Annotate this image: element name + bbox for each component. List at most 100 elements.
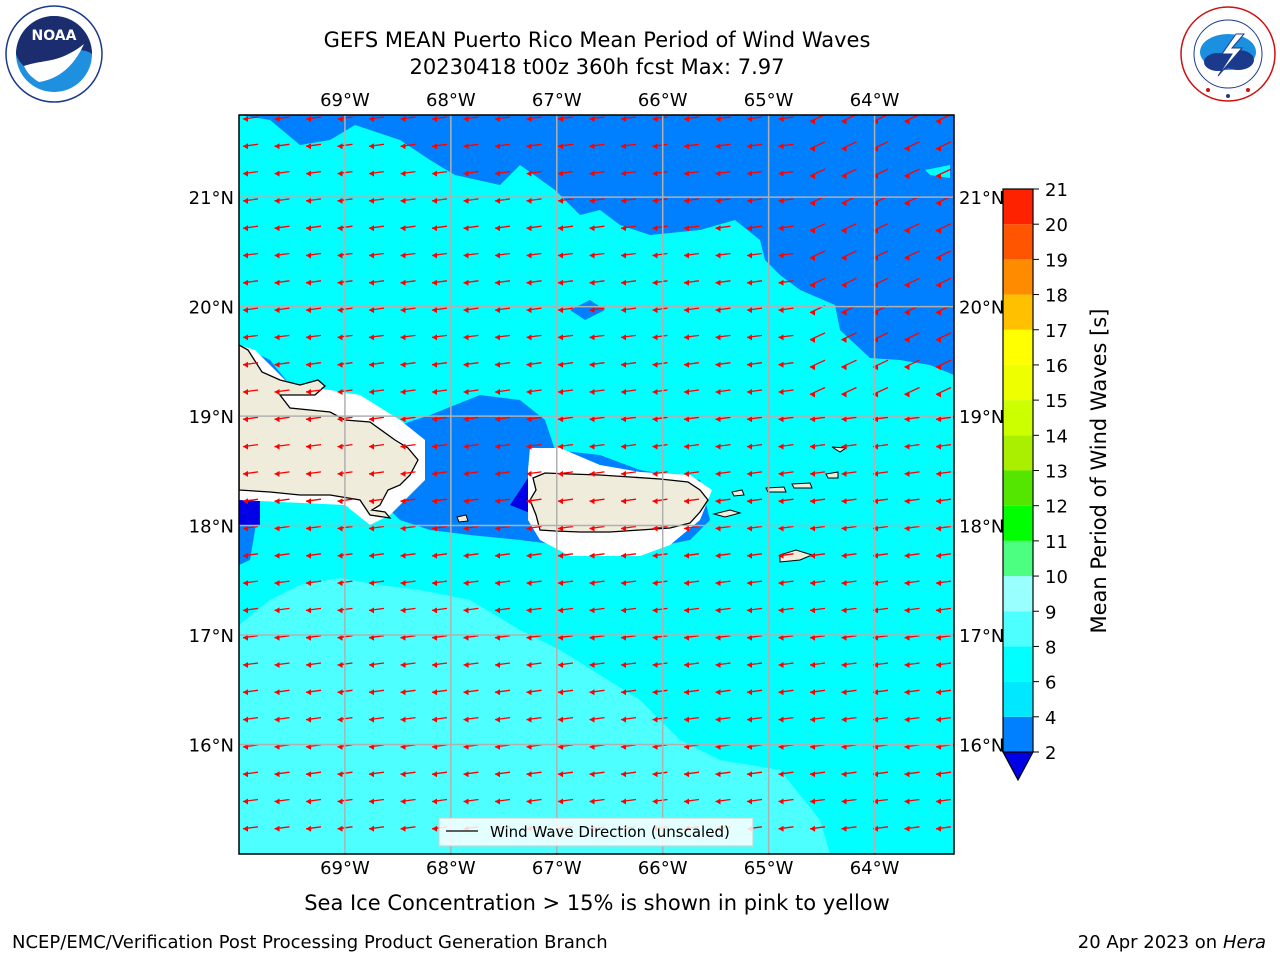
wave-arrow [589,716,605,723]
colorbar-segment [1003,189,1033,225]
footer-credit: NCEP/EMC/Verification Post Processing Pr… [12,932,608,953]
wave-arrow [746,116,763,122]
period-band-6-8 [239,578,830,854]
wave-arrow [746,143,763,150]
wave-arrow [368,197,385,204]
wave-arrow [494,252,511,259]
wave-arrow [463,225,479,232]
wave-arrow [715,443,731,450]
wave-arrow [841,525,857,532]
wave-arrow [652,170,668,177]
footer-date-text: 20 Apr 2023 on [1077,932,1223,953]
wave-arrow [431,307,448,314]
wave-arrow [494,689,511,696]
wave-arrow [746,416,763,423]
wave-arrow [431,525,448,532]
wave-arrow [715,252,731,259]
wave-arrow [557,798,574,805]
lon-label-bottom: 64°W [850,858,900,879]
wave-arrow [620,443,637,450]
wave-arrow [526,443,542,450]
wave-arrow [305,170,322,177]
colorbar-segment [1003,329,1033,365]
wave-arrow [935,223,952,234]
wave-arrow [683,552,700,559]
wave-arrow [494,307,511,314]
wave-arrow [809,662,826,668]
wave-arrow [872,223,889,234]
wave-arrow [652,662,668,668]
wave-arrow [746,525,763,532]
wave-arrow [935,498,952,505]
wave-arrow [589,389,605,395]
colorbar-tick-label: 16 [1045,356,1068,377]
wave-arrow [935,634,952,641]
wave-arrow [620,607,637,614]
wave-arrow [526,498,542,505]
wave-arrow [400,197,416,204]
wave-arrow [368,116,385,122]
wave-arrow [557,689,574,696]
wave-arrow [400,361,416,368]
noaa-logo-icon: NOAA [5,5,103,103]
wave-arrow [652,307,668,314]
wave-arrow [368,525,385,532]
wave-arrow [652,607,668,614]
wave-arrow [368,634,385,641]
wave-arrow [400,552,416,559]
wave-arrow [872,386,889,398]
wave-arrow [274,170,290,177]
wave-arrow [715,197,731,204]
wave-arrow [620,689,637,696]
lon-label-top: 65°W [744,90,794,111]
wave-arrow [778,197,794,204]
wave-arrow [841,223,857,234]
wave-arrow [368,771,385,778]
wave-arrow [557,361,574,368]
wave-arrow [620,580,637,587]
wave-arrow [872,498,889,505]
wave-arrow [715,470,731,477]
wave-arrow [400,716,416,723]
colorbar-tick-label: 14 [1045,426,1068,447]
wave-arrow [683,279,700,286]
wave-arrow [809,580,826,587]
wave-arrow [652,498,668,505]
wave-arrow [746,225,763,232]
wave-arrow [463,525,479,532]
lon-label-bottom: 67°W [532,858,582,879]
map-legend: Wind Wave Direction (unscaled) [438,817,754,847]
wave-arrow [652,470,668,477]
wave-arrow [935,580,952,587]
wave-arrow [778,116,794,122]
wave-arrow [305,307,322,314]
wave-arrow [841,552,857,559]
wave-arrow [526,307,542,314]
wave-arrow [778,580,794,587]
wave-arrow [526,716,542,723]
wave-arrow [274,525,290,532]
wave-arrow [683,143,700,150]
colorbar-segment [1003,470,1033,506]
wave-arrow [274,252,290,259]
wave-arrow [242,662,259,668]
wave-arrow [431,279,448,286]
wave-arrow [904,470,920,477]
wave-arrow [841,470,857,477]
wave-arrow [935,689,952,696]
wave-arrow [494,443,511,450]
wave-arrow [305,252,322,259]
wave-arrow [526,416,542,423]
wave-arrow [368,389,385,395]
wave-arrow [557,634,574,641]
map-frame [238,114,955,855]
wave-arrow [778,225,794,232]
wave-arrow [494,416,511,423]
wave-arrow [526,689,542,696]
wave-arrow [872,416,889,423]
wave-arrow [935,416,952,423]
wave-arrow [400,116,416,122]
wave-arrow [242,225,259,232]
wave-arrow [526,771,542,778]
